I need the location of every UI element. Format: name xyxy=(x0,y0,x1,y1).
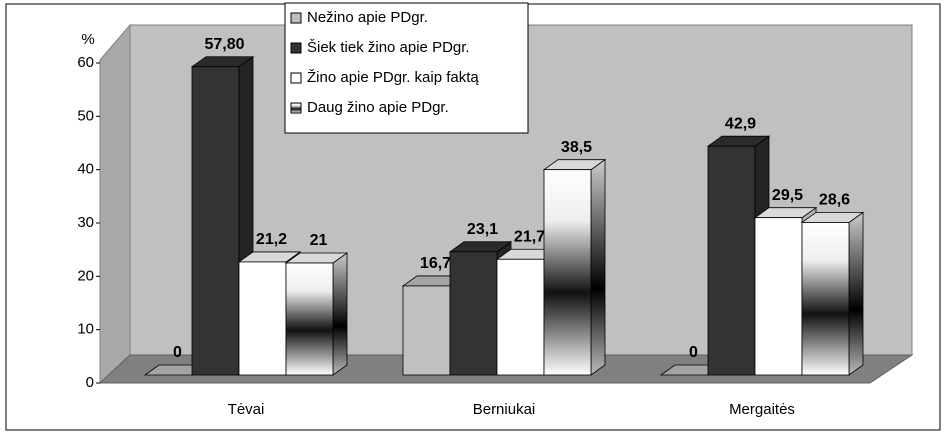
bar-front xyxy=(707,145,756,376)
bar-front xyxy=(801,222,850,376)
bar-side xyxy=(332,252,348,376)
bar-front xyxy=(754,217,803,376)
bar xyxy=(542,158,607,376)
y-tick-label: 40 xyxy=(77,161,94,178)
value-label: 28,6 xyxy=(819,192,850,209)
x-tick-label: Berniukai xyxy=(473,401,536,418)
side-wall xyxy=(99,23,131,385)
y-axis-label: % xyxy=(81,31,94,48)
value-label: 0 xyxy=(689,344,698,361)
legend-label: Daug žino apie PDgr. xyxy=(307,99,449,116)
y-tick-label: 30 xyxy=(77,214,94,231)
legend-label: Žino apie PDgr. kaip faktą xyxy=(307,69,479,86)
value-label: 57,80 xyxy=(204,36,244,53)
value-label: 23,1 xyxy=(467,221,498,238)
bar-front xyxy=(496,258,545,376)
legend-box xyxy=(284,2,529,134)
y-tick-label: 20 xyxy=(77,267,94,284)
y-tick-label: 0 xyxy=(86,374,94,391)
legend-swatch xyxy=(290,42,302,54)
bar-front xyxy=(238,261,287,376)
bar-front xyxy=(285,262,334,376)
y-tick-label: 10 xyxy=(77,321,94,338)
bar-front xyxy=(191,66,240,376)
bar-side xyxy=(848,211,864,376)
legend-label: Šiek tiek žino apie PDgr. xyxy=(307,39,470,56)
value-label: 29,5 xyxy=(772,187,803,204)
bar-front xyxy=(402,285,451,376)
value-label: 42,9 xyxy=(725,115,756,132)
bar-front xyxy=(449,251,498,376)
y-tick-label: 50 xyxy=(77,107,94,124)
bar-front xyxy=(543,169,592,376)
legend-swatch xyxy=(290,12,302,24)
value-label: 21,2 xyxy=(256,231,287,248)
value-label: 0 xyxy=(173,344,182,361)
legend-swatch xyxy=(290,102,302,114)
bar xyxy=(800,211,865,376)
value-label: 16,7 xyxy=(420,255,451,272)
x-tick-label: Tėvai xyxy=(228,401,265,418)
x-tick-label: Mergaitės xyxy=(729,401,795,418)
y-tick-label: 60 xyxy=(77,54,94,71)
value-label: 21,7 xyxy=(514,228,545,245)
value-label: 21 xyxy=(310,232,328,249)
bar-side xyxy=(590,158,606,376)
value-label: 38,5 xyxy=(561,139,592,156)
legend-swatch xyxy=(290,72,302,84)
legend-label: Nežino apie PDgr. xyxy=(307,9,428,26)
bar xyxy=(284,252,349,376)
bar xyxy=(495,248,560,376)
